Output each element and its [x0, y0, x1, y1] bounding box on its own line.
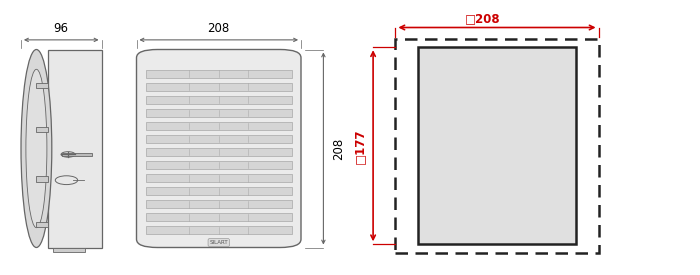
Bar — [146, 148, 292, 156]
Bar — [36, 222, 48, 227]
Bar — [146, 70, 292, 78]
Bar — [395, 39, 598, 253]
Text: 96: 96 — [54, 22, 69, 35]
Bar — [36, 176, 48, 182]
Bar — [36, 126, 48, 132]
Bar — [146, 135, 292, 143]
Bar — [146, 109, 292, 117]
Text: □208: □208 — [466, 12, 500, 25]
Ellipse shape — [26, 69, 47, 228]
Bar — [418, 47, 576, 244]
Bar — [48, 50, 102, 248]
Bar — [146, 174, 292, 182]
Text: □177: □177 — [353, 128, 366, 164]
Text: SILART: SILART — [209, 240, 228, 245]
Bar — [36, 83, 48, 89]
Bar — [146, 227, 292, 234]
Bar — [146, 122, 292, 130]
Bar — [146, 83, 292, 91]
Bar — [146, 213, 292, 221]
Text: 208: 208 — [208, 22, 230, 35]
Bar — [146, 96, 292, 104]
Bar — [146, 161, 292, 169]
Text: 208: 208 — [332, 138, 345, 160]
FancyBboxPatch shape — [136, 50, 301, 248]
Bar — [53, 248, 85, 252]
Bar — [146, 187, 292, 195]
Bar — [146, 200, 292, 208]
Ellipse shape — [21, 50, 52, 248]
Bar — [62, 153, 92, 156]
